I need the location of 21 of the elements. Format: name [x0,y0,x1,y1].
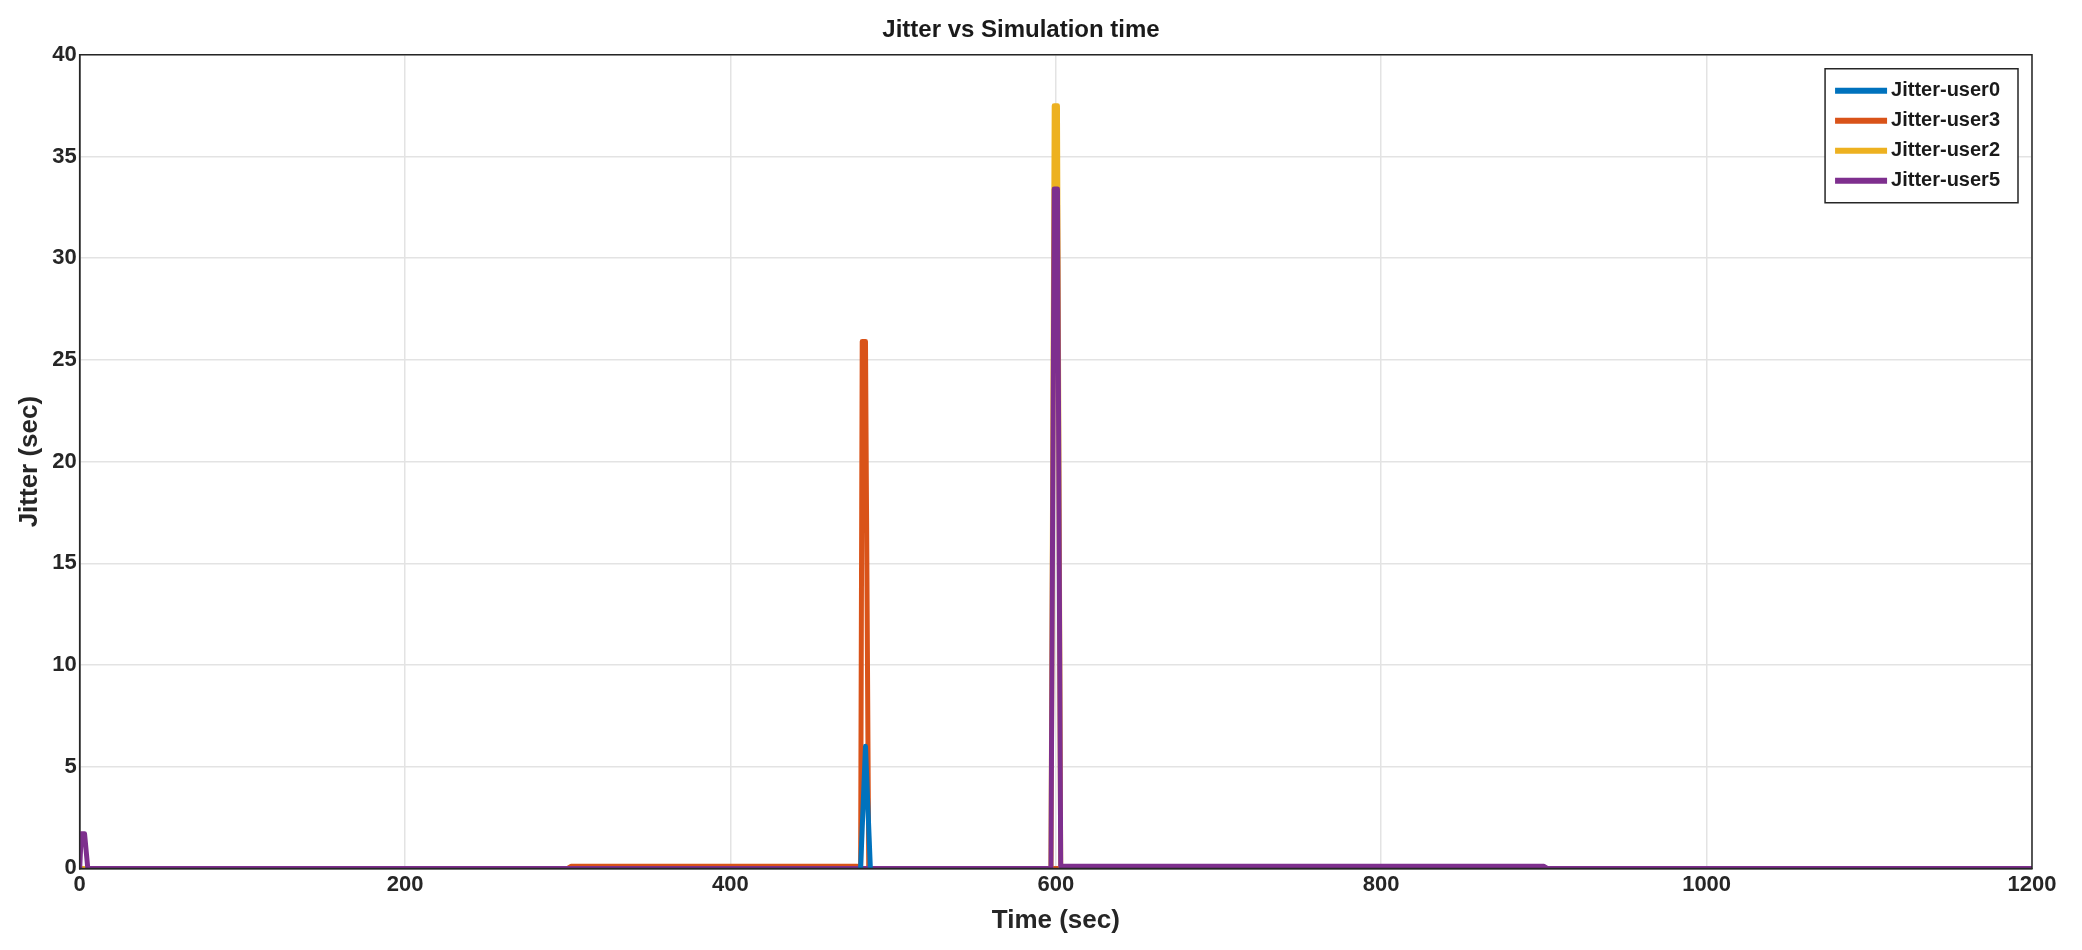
x-tick-label: 200 [386,870,424,896]
y-tick-label: 30 [52,244,77,270]
y-tick-label: 20 [52,447,77,473]
x-tick-label: 400 [712,870,749,896]
y-tick-label: 5 [64,752,77,778]
legend-label: Jitter-user0 [1891,78,2000,101]
y-axis-title: Jitter (sec) [12,395,43,528]
chart-title: Jitter vs Simulation time [882,15,1160,43]
x-tick-label: 1000 [1682,870,1732,896]
y-tick-label: 25 [52,345,77,371]
y-tick-label: 40 [52,40,77,66]
x-tick-label: 600 [1037,870,1075,896]
y-tick-label: 35 [52,142,77,168]
x-axis-title: Time (sec) [991,903,1120,934]
y-tick-label: 10 [52,651,77,677]
x-tick-label: 1200 [2007,870,2057,896]
legend-label: Jitter-user5 [1891,168,2000,191]
x-tick-label: 800 [1362,870,1400,896]
y-tick-label: 15 [52,549,77,575]
legend-label: Jitter-user2 [1891,138,2000,161]
legend-label: Jitter-user3 [1891,108,2000,131]
